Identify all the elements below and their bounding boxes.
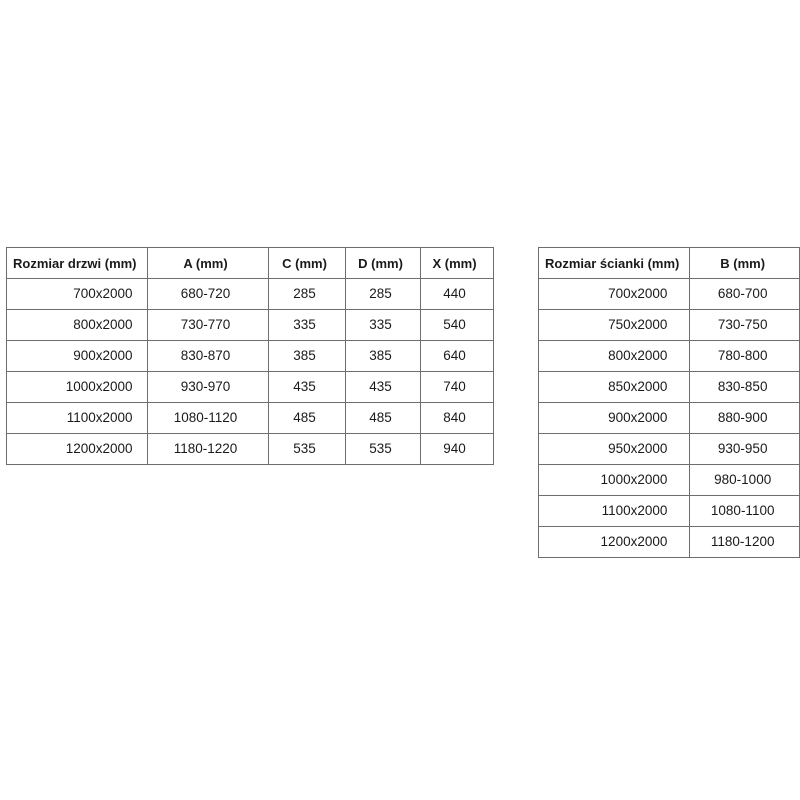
cell-b: 1080-1100: [689, 495, 800, 527]
table-row: 1000x2000 980-1000: [537, 464, 800, 496]
cell-c: 285: [267, 278, 346, 310]
cell-door-size: 900x2000: [6, 340, 148, 372]
door-table-body: 700x2000 680-720 285 285 440 800x2000 73…: [6, 278, 494, 465]
cell-wall-size: 1000x2000: [537, 464, 691, 496]
column-header-x: X (mm): [419, 247, 494, 279]
cell-wall-size: 1100x2000: [537, 495, 691, 527]
cell-x: 440: [419, 278, 494, 310]
cell-wall-size: 900x2000: [537, 402, 691, 434]
column-header-a: A (mm): [146, 247, 269, 279]
column-header-door-size: Rozmiar drzwi (mm): [6, 247, 148, 279]
table-header-row: Rozmiar ścianki (mm) B (mm): [537, 247, 800, 279]
cell-a: 730-770: [146, 309, 269, 341]
cell-door-size: 1000x2000: [6, 371, 148, 403]
cell-door-size: 1100x2000: [6, 402, 148, 434]
cell-c: 485: [267, 402, 346, 434]
table-row: 700x2000 680-720 285 285 440: [6, 278, 494, 310]
table-row: 1100x2000 1080-1120 485 485 840: [6, 402, 494, 434]
cell-d: 435: [344, 371, 421, 403]
table-row: 900x2000 830-870 385 385 640: [6, 340, 494, 372]
cell-c: 385: [267, 340, 346, 372]
table-row: 700x2000 680-700: [537, 278, 800, 310]
cell-b: 1180-1200: [689, 526, 800, 558]
cell-b: 980-1000: [689, 464, 800, 496]
column-header-b: B (mm): [689, 247, 800, 279]
cell-x: 540: [419, 309, 494, 341]
cell-wall-size: 700x2000: [537, 278, 691, 310]
cell-d: 285: [344, 278, 421, 310]
table-row: 750x2000 730-750: [537, 309, 800, 341]
cell-door-size: 800x2000: [6, 309, 148, 341]
cell-x: 640: [419, 340, 494, 372]
cell-door-size: 1200x2000: [6, 433, 148, 465]
cell-a: 1080-1120: [146, 402, 269, 434]
door-size-table: Rozmiar drzwi (mm) A (mm) C (mm) D (mm) …: [6, 247, 494, 465]
cell-c: 435: [267, 371, 346, 403]
cell-wall-size: 1200x2000: [537, 526, 691, 558]
cell-b: 830-850: [689, 371, 800, 403]
cell-a: 680-720: [146, 278, 269, 310]
table-row: 1100x2000 1080-1100: [537, 495, 800, 527]
table-row: 900x2000 880-900: [537, 402, 800, 434]
cell-b: 730-750: [689, 309, 800, 341]
cell-b: 680-700: [689, 278, 800, 310]
table-row: 1200x2000 1180-1200: [537, 526, 800, 558]
cell-wall-size: 800x2000: [537, 340, 691, 372]
cell-a: 830-870: [146, 340, 269, 372]
table-row: 800x2000 730-770 335 335 540: [6, 309, 494, 341]
wall-table-body: 700x2000 680-700 750x2000 730-750 800x20…: [537, 278, 800, 558]
cell-x: 740: [419, 371, 494, 403]
table-row: 800x2000 780-800: [537, 340, 800, 372]
door-table-header: Rozmiar drzwi (mm) A (mm) C (mm) D (mm) …: [6, 247, 494, 279]
cell-x: 840: [419, 402, 494, 434]
cell-x: 940: [419, 433, 494, 465]
table-row: 1200x2000 1180-1220 535 535 940: [6, 433, 494, 465]
table-header-row: Rozmiar drzwi (mm) A (mm) C (mm) D (mm) …: [6, 247, 494, 279]
cell-b: 880-900: [689, 402, 800, 434]
wall-panel-size-table: Rozmiar ścianki (mm) B (mm) 700x2000 680…: [537, 247, 800, 558]
cell-b: 930-950: [689, 433, 800, 465]
table-row: 950x2000 930-950: [537, 433, 800, 465]
table-row: 850x2000 830-850: [537, 371, 800, 403]
cell-c: 335: [267, 309, 346, 341]
cell-wall-size: 750x2000: [537, 309, 691, 341]
cell-d: 385: [344, 340, 421, 372]
column-header-d: D (mm): [344, 247, 421, 279]
cell-wall-size: 950x2000: [537, 433, 691, 465]
cell-b: 780-800: [689, 340, 800, 372]
cell-d: 335: [344, 309, 421, 341]
cell-c: 535: [267, 433, 346, 465]
cell-door-size: 700x2000: [6, 278, 148, 310]
cell-a: 1180-1220: [146, 433, 269, 465]
wall-table-header: Rozmiar ścianki (mm) B (mm): [537, 247, 800, 279]
cell-wall-size: 850x2000: [537, 371, 691, 403]
column-header-c: C (mm): [267, 247, 346, 279]
cell-a: 930-970: [146, 371, 269, 403]
cell-d: 485: [344, 402, 421, 434]
cell-d: 535: [344, 433, 421, 465]
column-header-wall-size: Rozmiar ścianki (mm): [537, 247, 691, 279]
table-row: 1000x2000 930-970 435 435 740: [6, 371, 494, 403]
